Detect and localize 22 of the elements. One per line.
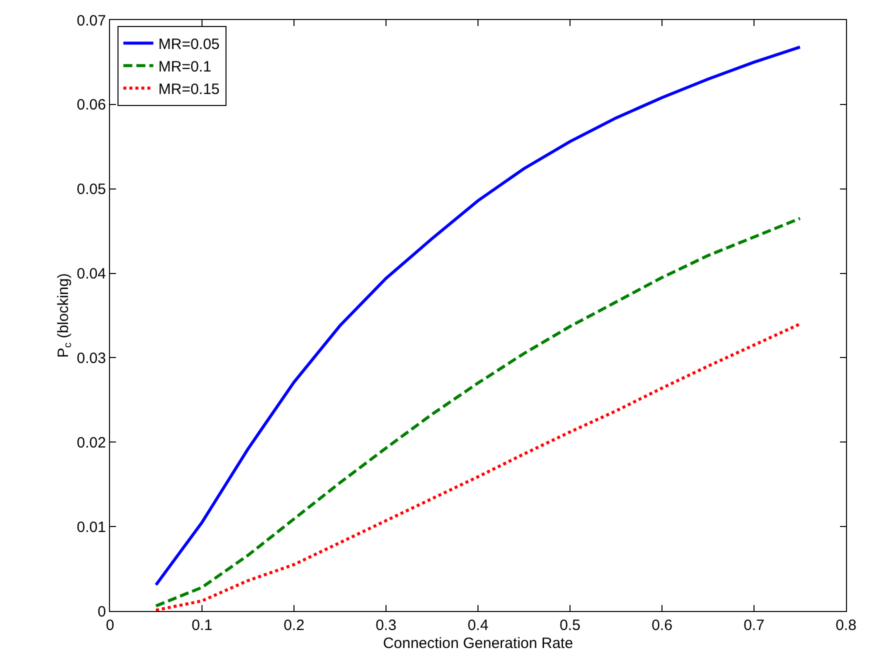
x-tick-label: 0.6 — [652, 617, 672, 634]
y-tick-label: 0.01 — [76, 518, 106, 536]
legend-label: MR=0.1 — [158, 58, 212, 76]
legend-label: MR=0.15 — [158, 81, 220, 98]
y-tick-label: 0.05 — [76, 181, 106, 198]
x-tick-label: 0.4 — [468, 617, 488, 634]
x-tick-label: 0.5 — [560, 617, 580, 634]
y-tick-label: 0.02 — [76, 434, 106, 452]
line-series — [154, 216, 802, 608]
y-tick-label: 0.03 — [76, 350, 106, 367]
x-axis-title: Connection Generation Rate — [382, 635, 574, 652]
x-tick-label: 0.1 — [192, 617, 212, 634]
line-series — [154, 322, 802, 611]
y-tick-label: 0.07 — [76, 12, 106, 30]
y-tick-label: 0 — [98, 603, 106, 620]
x-tick-label: 0.8 — [836, 617, 856, 634]
x-tick-label: 0.2 — [284, 617, 304, 634]
legend-label: MR=0.05 — [158, 36, 220, 54]
y-tick-label: 0.06 — [76, 96, 106, 114]
x-tick-label: 0.7 — [744, 617, 764, 634]
x-tick-label: 0.3 — [376, 617, 396, 634]
y-tick-label: 0.04 — [76, 266, 106, 283]
